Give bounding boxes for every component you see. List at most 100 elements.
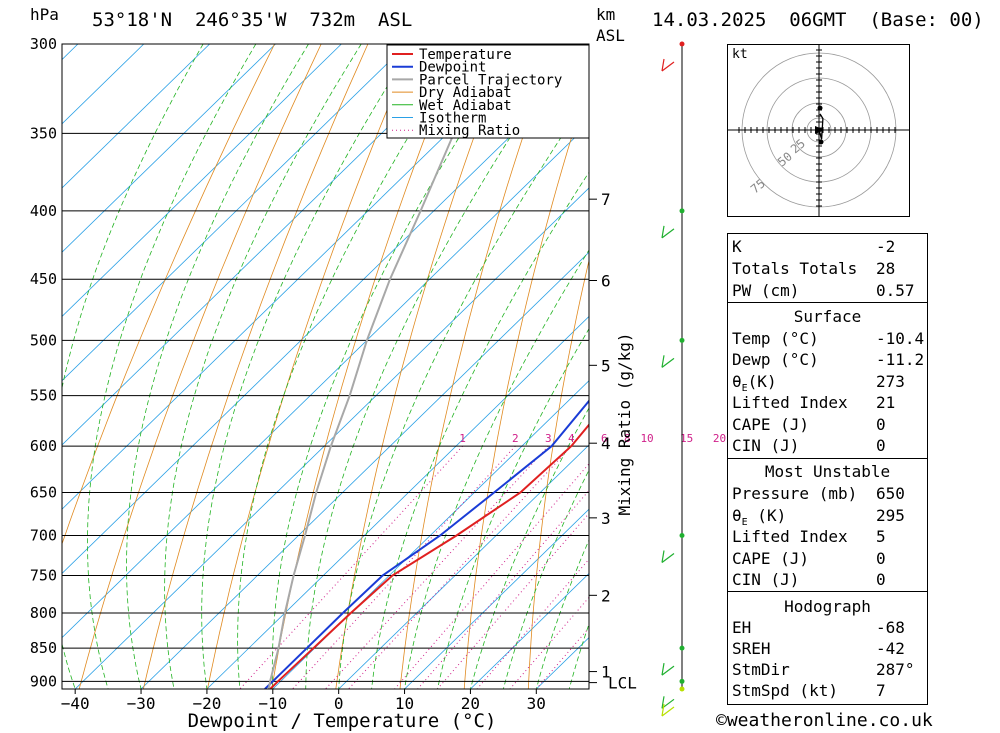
wet-adiabat-line bbox=[201, 44, 415, 689]
eh-label: EH bbox=[732, 618, 752, 637]
pressure-tick-label: 300 bbox=[30, 35, 57, 53]
pressure-tick-label: 750 bbox=[30, 567, 57, 585]
mixing-ratio-label: 4 bbox=[568, 432, 575, 445]
surface-panel: Surface Temp (°C) -10.4 Dewp (°C) -11.2 θE… bbox=[727, 302, 928, 459]
pressure-tick-label: 600 bbox=[30, 437, 57, 455]
surface-dewp-label: Dewp (°C) bbox=[732, 350, 819, 369]
dry-adiabat-line bbox=[463, 80, 589, 689]
isotherm-line bbox=[74, 187, 589, 689]
pressure-tick-label: 400 bbox=[30, 202, 57, 220]
wet-adiabat-line bbox=[371, 171, 589, 689]
mixing-ratio-label: 20 bbox=[713, 432, 726, 445]
wind-barb bbox=[661, 706, 675, 717]
theta-e-symbol: θE bbox=[732, 372, 748, 395]
surface-cin-value: 0 bbox=[876, 436, 886, 455]
k-index-label: K bbox=[732, 237, 742, 256]
mu-pressure-label: Pressure (mb) bbox=[732, 484, 858, 503]
legend-item: Isotherm bbox=[419, 111, 486, 127]
mixing-ratio-line bbox=[437, 512, 589, 689]
wet-adiabat-line bbox=[503, 469, 589, 689]
isotherm-line bbox=[62, 44, 276, 253]
wind-barb bbox=[661, 553, 675, 564]
surface-theta-value: 273 bbox=[876, 372, 905, 391]
isotherm-line bbox=[338, 444, 589, 689]
totals-totals-label: Totals Totals bbox=[732, 259, 858, 278]
dry-adiabat-line bbox=[527, 258, 589, 689]
wet-adiabat-line bbox=[126, 44, 309, 689]
surface-dewp-value: -11.2 bbox=[876, 350, 925, 369]
surface-temp-label: Temp (°C) bbox=[732, 329, 819, 348]
legend-item: Dewpoint bbox=[419, 60, 486, 76]
totals-totals-value: 28 bbox=[876, 259, 896, 278]
hodograph-point bbox=[818, 139, 824, 145]
x-axis-label: Dewpoint / Temperature (°C) bbox=[188, 710, 497, 732]
height-tick-label: 5 bbox=[601, 356, 611, 375]
mu-cin-value: 0 bbox=[876, 570, 886, 589]
legend-box bbox=[386, 44, 590, 139]
dry-adiabat-line bbox=[335, 44, 509, 689]
isotherm-line bbox=[206, 315, 589, 689]
stmdir-value: 287° bbox=[876, 660, 915, 679]
x-tick-label: −10 bbox=[258, 694, 287, 713]
isotherm-line bbox=[62, 58, 589, 574]
asl-label: ASL bbox=[596, 26, 625, 45]
hodograph-storm-marker bbox=[815, 126, 825, 134]
surface-theta-label: (K) bbox=[747, 372, 777, 391]
height-tick-label: 3 bbox=[601, 509, 611, 528]
lcl-label: LCL bbox=[608, 674, 637, 693]
mixing-ratio-line bbox=[325, 445, 549, 689]
plot-frame bbox=[61, 43, 590, 690]
wet-adiabat-line bbox=[535, 539, 589, 689]
wet-adiabat-line bbox=[437, 328, 589, 689]
mu-pressure-value: 650 bbox=[876, 484, 905, 503]
mu-cape-value: 0 bbox=[876, 549, 886, 568]
location-title: 53°18'N 246°35'W 732m ASL bbox=[92, 9, 413, 31]
pw-label: PW (cm) bbox=[732, 281, 800, 300]
hodograph-trace bbox=[818, 113, 824, 140]
mixing-ratio-label: 1 bbox=[459, 432, 466, 445]
surface-cape-label: CAPE (J) bbox=[732, 415, 810, 434]
pressure-tick-label: 500 bbox=[30, 331, 57, 349]
mu-li-label: Lifted Index bbox=[732, 527, 848, 546]
pw-value: 0.57 bbox=[876, 281, 915, 300]
mixing-ratio-line bbox=[348, 445, 572, 689]
mu-cape-label: CAPE (J) bbox=[732, 549, 810, 568]
indices-panel: K -2 Totals Totals 28 PW (cm) 0.57 bbox=[727, 233, 928, 303]
sreh-label: SREH bbox=[732, 639, 771, 658]
copyright-link[interactable]: ©weatheronline.co.uk bbox=[716, 710, 933, 731]
dry-adiabat-line bbox=[950, 44, 978, 689]
mixing-ratio-line bbox=[535, 627, 589, 689]
wind-barb-flag bbox=[661, 696, 665, 709]
legend-item: Mixing Ratio bbox=[419, 123, 520, 139]
mixing-ratio-line bbox=[417, 489, 589, 689]
x-tick-label: 20 bbox=[461, 694, 480, 713]
wind-barb bbox=[661, 357, 675, 368]
x-tick-label: −40 bbox=[61, 694, 90, 713]
mixing-ratio-label: 3 bbox=[545, 432, 552, 445]
k-index-value: -2 bbox=[876, 237, 896, 256]
surface-title: Surface bbox=[793, 307, 862, 326]
mixing-ratio-line bbox=[394, 463, 589, 689]
surface-li-label: Lifted Index bbox=[732, 393, 848, 412]
wind-barb-dot bbox=[679, 41, 685, 47]
isotherm-line bbox=[0, 44, 12, 689]
pressure-tick-label: 350 bbox=[30, 124, 57, 142]
mixing-ratio-label: 2 bbox=[512, 432, 519, 445]
hodograph-point bbox=[817, 105, 823, 111]
sreh-value: -42 bbox=[876, 639, 905, 658]
wind-barb-dot bbox=[679, 337, 685, 343]
pressure-tick-label: 650 bbox=[30, 484, 57, 502]
wet-adiabat-line bbox=[305, 44, 573, 689]
mu-cin-label: CIN (J) bbox=[732, 570, 800, 589]
isotherm-line bbox=[140, 251, 589, 689]
km-unit-label: km bbox=[596, 5, 616, 24]
wet-adiabat-line bbox=[271, 44, 520, 689]
wind-barb-dot bbox=[679, 645, 685, 651]
x-tick-label: −20 bbox=[192, 694, 221, 713]
mixing-ratio-label: 15 bbox=[680, 432, 693, 445]
most-unstable-title: Most Unstable bbox=[764, 462, 891, 481]
wind-barb-flag bbox=[661, 225, 665, 238]
height-tick-label: 6 bbox=[601, 272, 611, 291]
